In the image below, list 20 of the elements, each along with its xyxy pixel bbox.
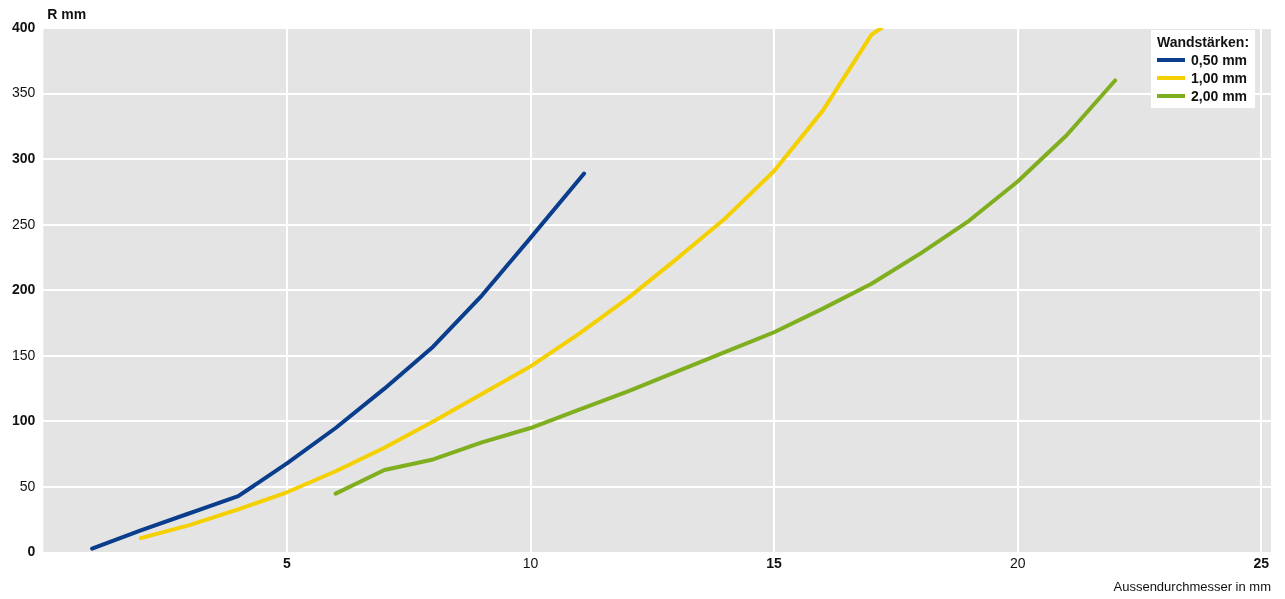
y-tick-label: 300 — [12, 150, 36, 167]
y-tick-label: 400 — [12, 18, 36, 35]
y-tick-label: 50 — [19, 477, 36, 494]
x-tick-label: 25 — [1253, 554, 1270, 571]
x-tick-label: 15 — [766, 554, 783, 571]
legend-label: 0,50 mm — [1191, 52, 1248, 68]
y-tick-label: 350 — [12, 84, 36, 101]
legend-label: 2,00 mm — [1191, 88, 1248, 104]
y-axis-title: R mm — [47, 5, 87, 22]
x-tick-label: 20 — [1009, 554, 1026, 571]
x-tick-label: 5 — [283, 554, 292, 571]
x-axis-title: Aussendurchmesser in mm — [1113, 578, 1271, 594]
y-tick-label: 100 — [12, 412, 36, 429]
y-tick-label: 0 — [27, 543, 36, 560]
y-tick-label: 250 — [12, 215, 36, 232]
y-tick-label: 200 — [12, 281, 36, 298]
legend-label: 1,00 mm — [1191, 70, 1248, 86]
legend-title: Wandstärken: — [1157, 34, 1250, 50]
y-tick-label: 150 — [12, 346, 36, 363]
x-tick-label: 10 — [522, 554, 539, 571]
